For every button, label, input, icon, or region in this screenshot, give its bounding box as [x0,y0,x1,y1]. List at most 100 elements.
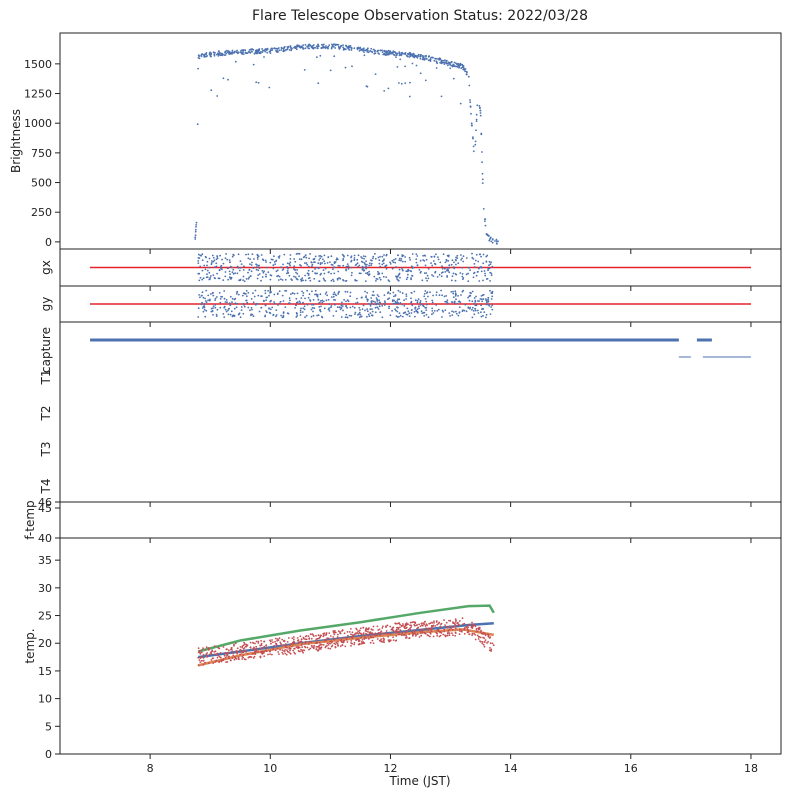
data-point [461,266,463,269]
data-point [475,118,478,121]
data-point [450,291,453,293]
data-point [370,314,373,317]
data-point [242,654,245,656]
data-point [436,276,439,278]
data-point [273,644,275,647]
data-point [307,635,310,637]
data-point [213,52,216,54]
data-point [325,45,327,47]
data-point [431,301,434,304]
data-point [328,632,331,634]
data-point [414,621,416,624]
data-point [399,276,401,279]
data-point [324,646,327,649]
data-point [461,63,464,66]
data-point [336,278,339,281]
data-point [455,263,457,266]
data-point [337,641,339,643]
data-point [260,642,263,645]
data-point [287,267,289,270]
data-point [212,256,215,259]
data-point [348,45,350,47]
data-point [443,63,446,65]
data-point [241,656,244,658]
data-point [472,137,474,140]
data-point [393,295,395,298]
data-point [305,314,308,317]
data-point [351,637,354,640]
data-point [367,302,370,305]
data-point [237,253,240,256]
data-point [300,258,303,261]
data-point [263,49,266,51]
y-axis-label: gy [39,297,53,312]
data-point [206,260,209,263]
data-point [491,241,494,244]
data-point [365,295,367,297]
data-point [268,50,271,53]
data-point [314,272,316,275]
data-point [364,280,367,282]
data-point [245,299,248,302]
data-point [399,629,402,632]
data-point [223,297,226,300]
data-point [425,623,428,625]
data-point [374,252,376,255]
data-point [377,632,380,634]
data-point [343,298,345,301]
data-point [231,255,234,258]
data-point [302,307,305,310]
data-point [237,51,240,54]
data-point [467,280,470,283]
data-point [283,253,286,256]
data-point [219,298,222,300]
data-point [222,279,225,281]
data-point [334,631,337,634]
data-point [486,642,488,644]
data-point [409,81,411,84]
data-point [488,260,491,263]
data-point [358,272,361,275]
data-point [202,277,205,280]
data-point [469,101,472,103]
data-point [415,258,418,260]
data-point [418,623,420,626]
data-point [277,304,279,306]
data-point [242,302,245,305]
data-point [484,634,487,637]
data-point [368,270,370,273]
data-point [205,53,208,56]
data-point [372,642,375,644]
data-point [425,309,428,311]
data-point [397,254,399,257]
data-point [416,300,419,302]
data-point [436,634,439,637]
data-point [332,45,334,48]
data-point [276,292,279,295]
data-point [249,309,251,312]
data-point [197,253,200,256]
data-point [335,294,338,297]
data-point [249,258,252,260]
data-point [199,661,202,663]
data-point [445,621,448,624]
data-point [478,105,481,107]
data-point [315,293,318,296]
data-point [369,308,372,311]
data-point [476,309,479,312]
data-point [455,312,458,315]
data-point [312,258,315,261]
data-point [227,78,229,81]
data-point [482,643,485,646]
data-point [236,302,239,305]
data-point [431,299,434,302]
data-point [255,646,258,648]
data-point [203,303,206,306]
data-point [296,312,298,315]
data-point [263,645,266,648]
data-point [291,637,294,639]
data-point [204,255,207,258]
data-point [319,263,322,266]
data-point [379,265,382,268]
